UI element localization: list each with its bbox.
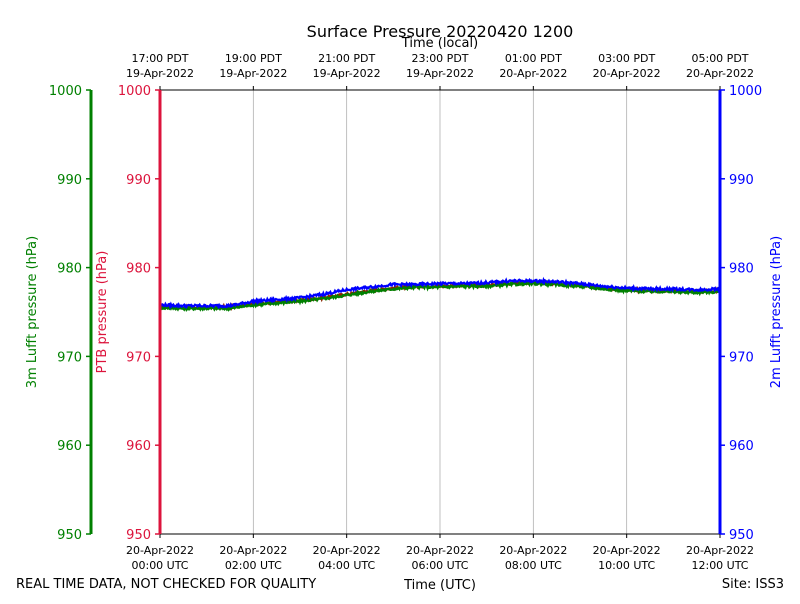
x-tick-local-time: 01:00 PDT <box>505 52 562 65</box>
x-tick-utc-time: 10:00 UTC <box>598 559 655 572</box>
series-line-lufft3m <box>158 279 721 313</box>
x-tick-utc-date: 20-Apr-2022 <box>499 544 567 557</box>
y-tick-label-lufft3m: 950 <box>57 528 82 543</box>
chart-title: Surface Pressure 20220420 1200 <box>307 22 574 41</box>
y-tick-label-lufft2m: 970 <box>729 350 754 365</box>
x-tick-local-time: 17:00 PDT <box>131 52 188 65</box>
top-axis-label: Time (local) <box>401 36 478 51</box>
x-tick-local-date: 19-Apr-2022 <box>313 67 381 80</box>
x-tick-utc-date: 20-Apr-2022 <box>219 544 287 557</box>
x-tick-utc-date: 20-Apr-2022 <box>406 544 474 557</box>
y-tick-label-lufft2m: 1000 <box>729 84 762 99</box>
x-tick-local-date: 19-Apr-2022 <box>406 67 474 80</box>
x-tick-local-date: 20-Apr-2022 <box>593 67 661 80</box>
x-tick-utc-time: 06:00 UTC <box>411 559 468 572</box>
series-layer <box>158 276 721 313</box>
x-tick-utc-time: 04:00 UTC <box>318 559 375 572</box>
y-tick-label-lufft3m: 980 <box>57 262 82 277</box>
x-tick-local-date: 20-Apr-2022 <box>499 67 567 80</box>
x-tick-utc-time: 08:00 UTC <box>505 559 562 572</box>
y-axis-label-lufft2m: 2m Lufft pressure (hPa) <box>769 236 784 388</box>
y-axis-label-ptb: PTB pressure (hPa) <box>95 251 110 374</box>
y-tick-label-lufft2m: 990 <box>729 173 754 188</box>
x-tick-local-time: 05:00 PDT <box>691 52 748 65</box>
y-tick-label-lufft2m: 980 <box>729 262 754 277</box>
y-axis-label-lufft3m: 3m Lufft pressure (hPa) <box>25 236 40 388</box>
y-tick-label-lufft3m: 1000 <box>49 84 82 99</box>
x-tick-utc-date: 20-Apr-2022 <box>126 544 194 557</box>
x-tick-utc-time: 00:00 UTC <box>131 559 188 572</box>
y-tick-label-ptb: 980 <box>126 262 151 277</box>
x-tick-utc-time: 12:00 UTC <box>691 559 748 572</box>
y-tick-label-lufft3m: 970 <box>57 350 82 365</box>
x-tick-utc-date: 20-Apr-2022 <box>313 544 381 557</box>
x-tick-local-time: 23:00 PDT <box>411 52 468 65</box>
x-tick-local-time: 03:00 PDT <box>598 52 655 65</box>
series-line-lufft2m <box>159 276 721 310</box>
footer-site: Site: ISS3 <box>722 577 784 592</box>
y-tick-label-lufft2m: 950 <box>729 528 754 543</box>
y-tick-label-lufft3m: 990 <box>57 173 82 188</box>
y-tick-label-ptb: 960 <box>126 439 151 454</box>
x-tick-utc-date: 20-Apr-2022 <box>686 544 754 557</box>
x-tick-local-time: 19:00 PDT <box>225 52 282 65</box>
y-tick-label-ptb: 950 <box>126 528 151 543</box>
y-tick-label-lufft2m: 960 <box>729 439 754 454</box>
axis-layer: 20-Apr-2022 00:00 UTC 20-Apr-2022 02:00 UTC… <box>25 52 784 572</box>
y-tick-label-lufft3m: 960 <box>57 439 82 454</box>
y-tick-label-ptb: 990 <box>126 173 151 188</box>
x-tick-utc-date: 20-Apr-2022 <box>593 544 661 557</box>
grid-layer <box>252 90 628 534</box>
footer-disclaimer: REAL TIME DATA, NOT CHECKED FOR QUALITY <box>16 577 316 592</box>
bottom-axis-label: Time (UTC) <box>403 578 476 593</box>
x-tick-local-date: 19-Apr-2022 <box>219 67 287 80</box>
y-tick-label-ptb: 970 <box>126 350 151 365</box>
y-tick-label-ptb: 1000 <box>118 84 151 99</box>
x-tick-local-time: 21:00 PDT <box>318 52 375 65</box>
x-tick-utc-time: 02:00 UTC <box>225 559 282 572</box>
x-tick-local-date: 20-Apr-2022 <box>686 67 754 80</box>
x-tick-local-date: 19-Apr-2022 <box>126 67 194 80</box>
